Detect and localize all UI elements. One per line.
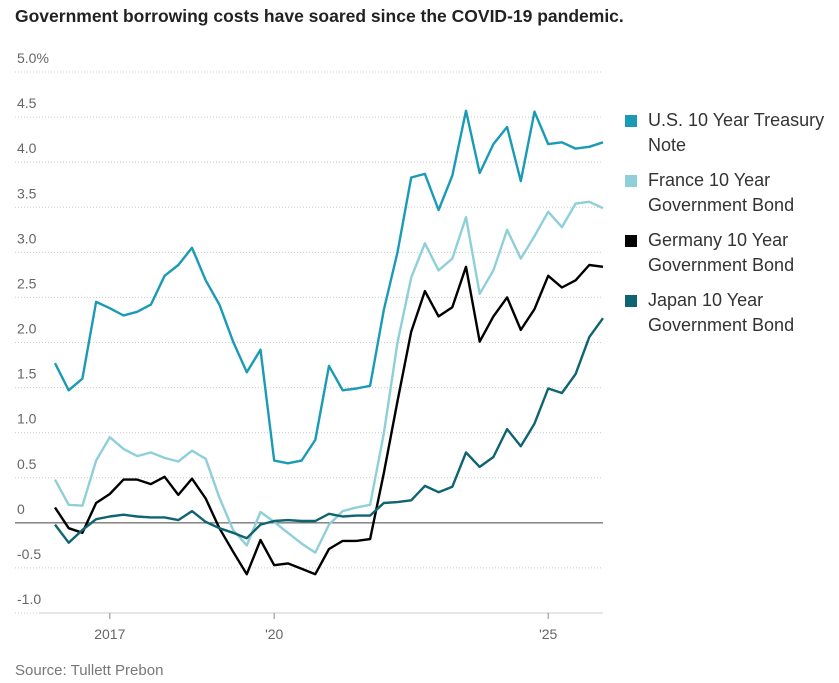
legend-swatch [625, 175, 637, 187]
x-tick-label: '25 [539, 626, 557, 642]
chart-title: Government borrowing costs have soared s… [15, 6, 624, 26]
x-tick-label: '20 [265, 626, 283, 642]
y-tick-label: 3.0 [17, 230, 37, 246]
y-tick-label: 1.5 [17, 366, 37, 382]
legend-item: Germany 10 Year Government Bond [625, 228, 835, 278]
legend: U.S. 10 Year Treasury Note France 10 Year… [625, 108, 835, 348]
y-tick-label: 3.5 [17, 185, 37, 201]
legend-label: Japan 10 Year Government Bond [648, 290, 795, 335]
x-tick-label: 2017 [94, 626, 125, 642]
legend-item: France 10 Year Government Bond [625, 168, 835, 218]
y-tick-label: 4.5 [17, 95, 37, 111]
legend-swatch [625, 235, 637, 247]
series-line [53, 200, 604, 554]
y-tick-label: 2.0 [17, 321, 37, 337]
y-tick-label: 2.5 [17, 275, 37, 291]
source-note: Source: Tullett Prebon [15, 662, 164, 679]
legend-swatch [625, 115, 637, 127]
y-tick-label: 1.0 [17, 411, 37, 427]
y-tick-label: 0 [17, 501, 25, 517]
legend-item: U.S. 10 Year Treasury Note [625, 108, 835, 158]
series-line [53, 263, 604, 576]
y-tick-label: 0.5 [17, 456, 37, 472]
legend-label: France 10 Year Government Bond [648, 170, 795, 215]
y-tick-label: 4.0 [17, 140, 37, 156]
legend-swatch [625, 295, 637, 307]
y-tick-label: -0.5 [17, 546, 41, 562]
y-tick-label: 5.0% [17, 50, 49, 66]
y-tick-label: -1.0 [17, 591, 41, 607]
legend-label: Germany 10 Year Government Bond [648, 230, 795, 275]
legend-item: Japan 10 Year Government Bond [625, 288, 835, 338]
legend-label: U.S. 10 Year Treasury Note [648, 110, 825, 155]
series-line [53, 109, 604, 465]
series-line [54, 317, 604, 544]
